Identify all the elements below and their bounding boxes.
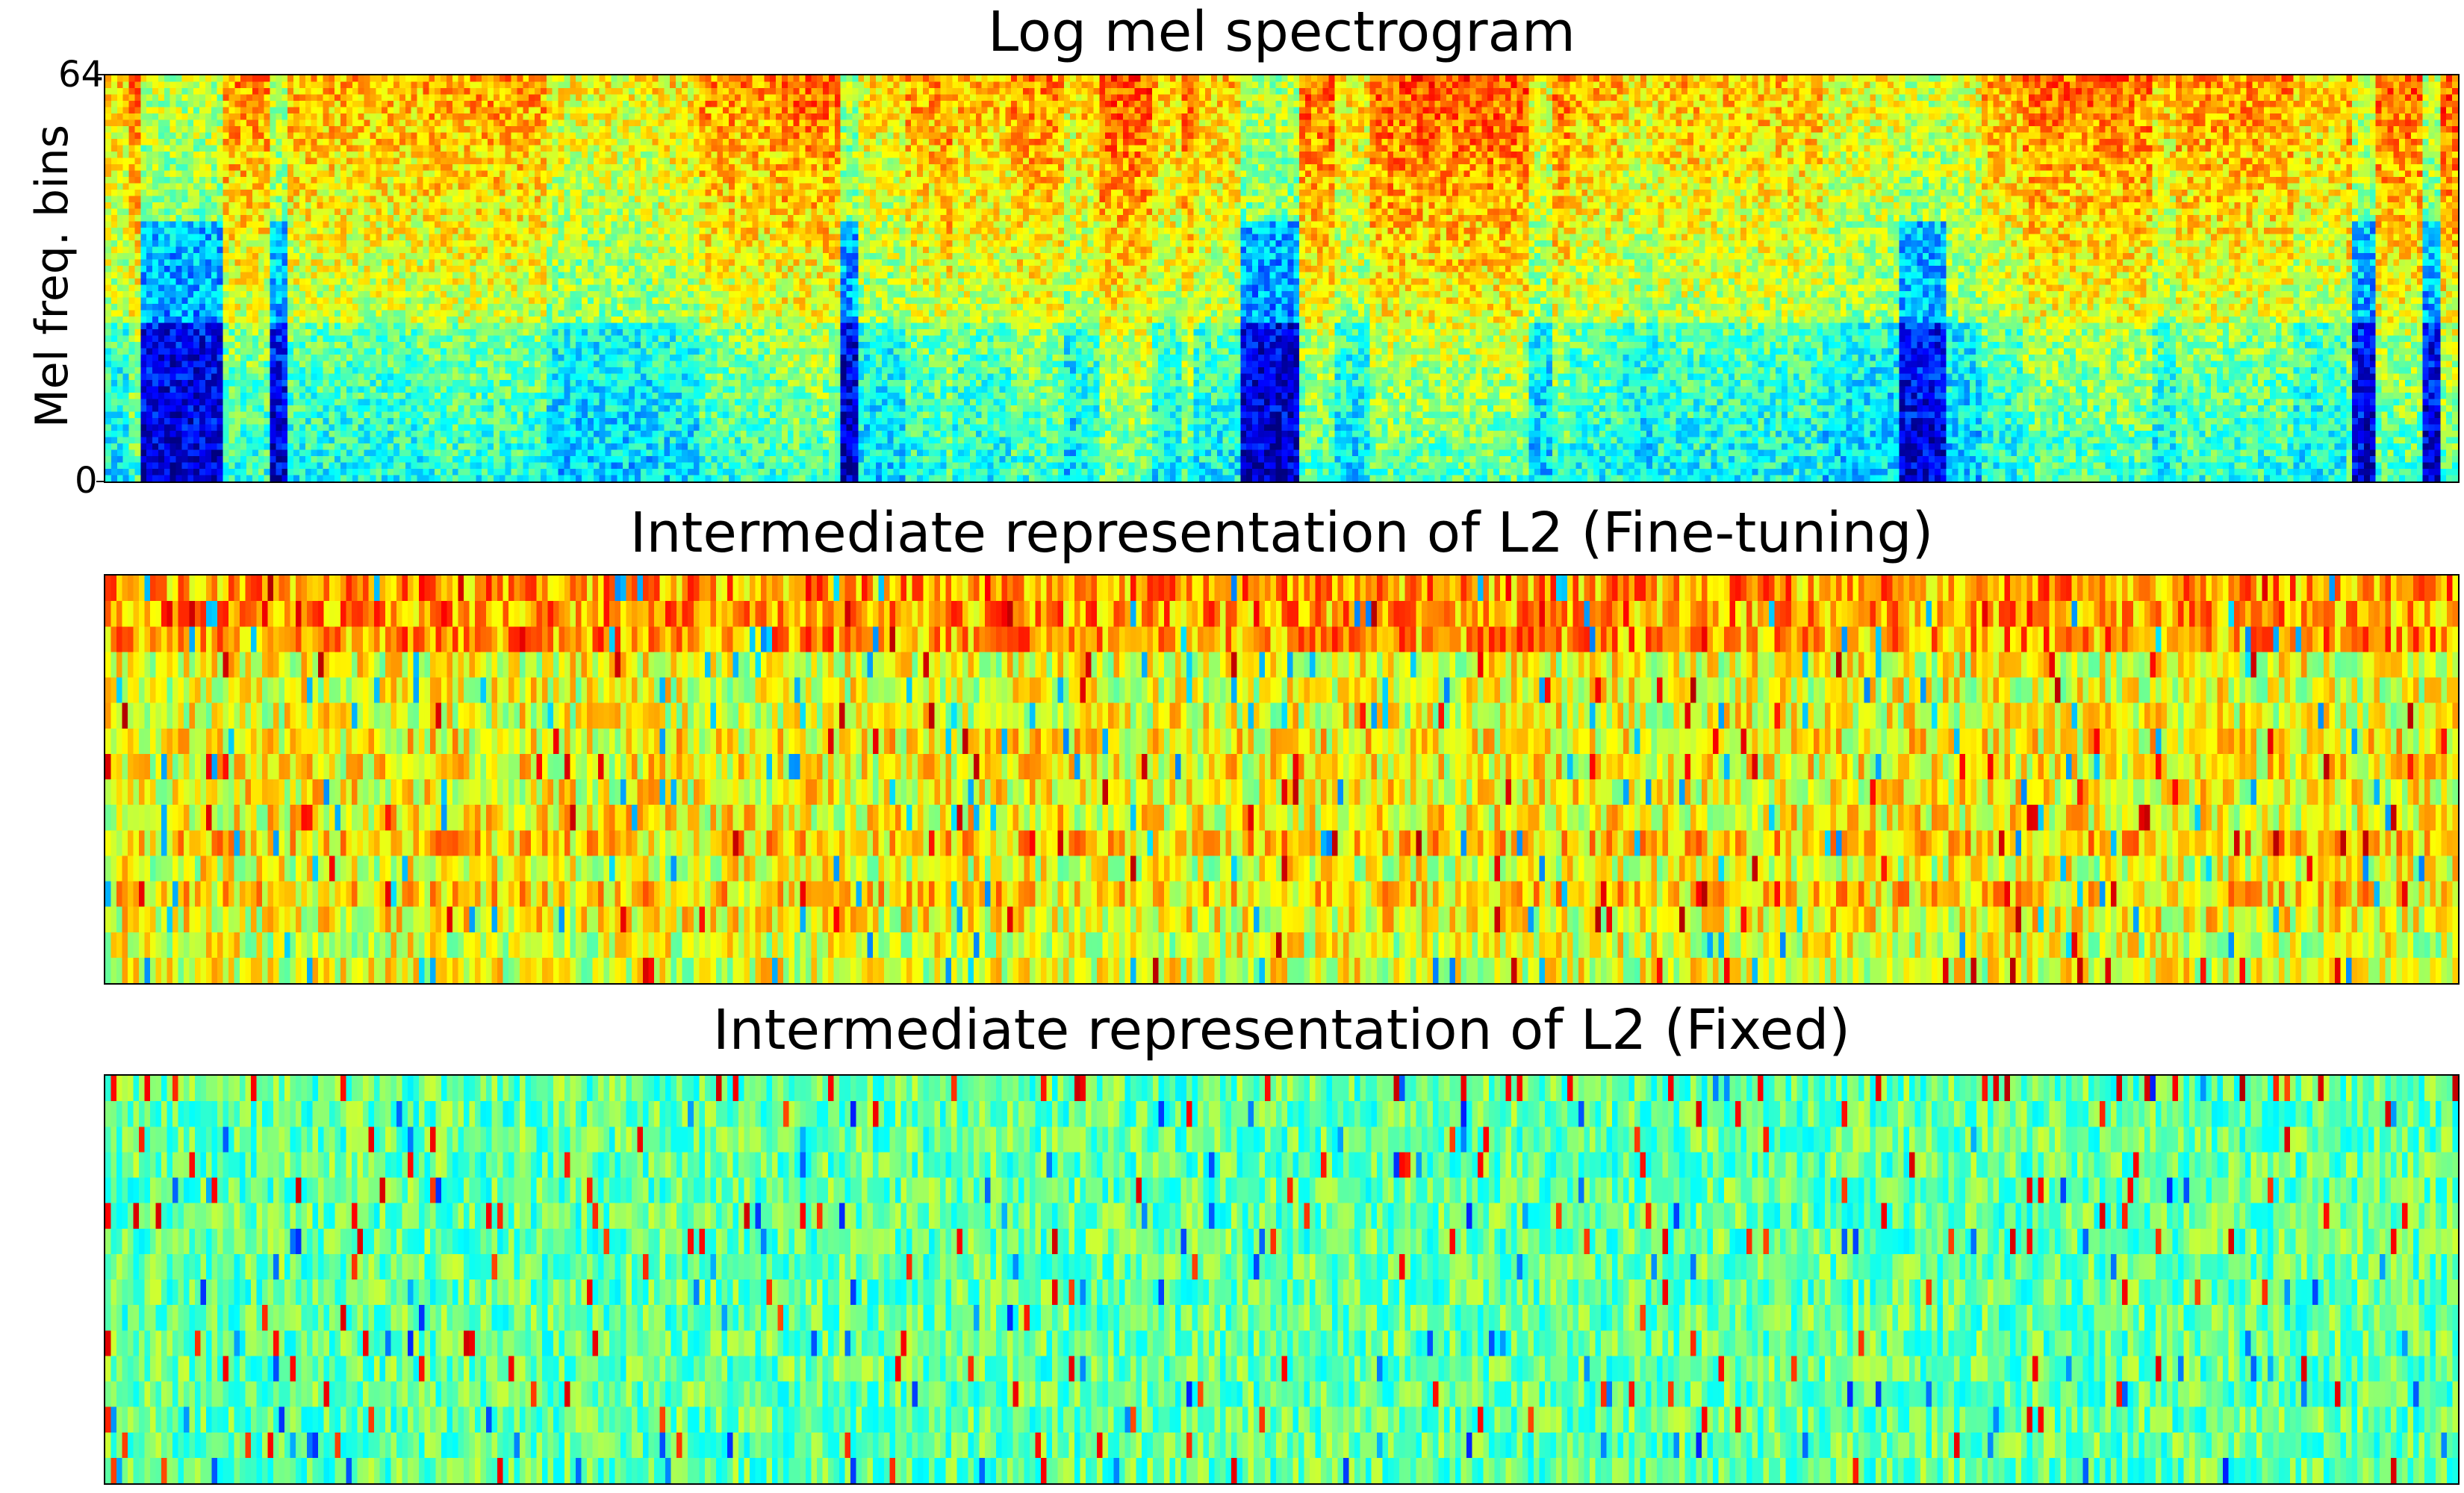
- finetuning-title: Intermediate representation of L2 (Fine-…: [629, 501, 1934, 565]
- spectrogram-ytick-top: 64: [58, 54, 105, 96]
- fixed-heatmap: [105, 1076, 2458, 1483]
- spectrogram-ytick-mark-bottom: [96, 481, 104, 482]
- fixed-title: Intermediate representation of L2 (Fixed…: [712, 998, 1851, 1062]
- spectrogram-ylabel: Mel freq. bins: [26, 124, 78, 428]
- spectrogram-ytick-mark-top: [96, 74, 104, 75]
- fixed-plot: [104, 1074, 2460, 1485]
- finetuning-heatmap: [105, 576, 2458, 983]
- finetuning-plot: [104, 574, 2460, 985]
- spectrogram-title: Log mel spectrogram: [987, 0, 1576, 64]
- spectrogram-plot: [104, 74, 2460, 483]
- spectrogram-heatmap: [105, 75, 2458, 481]
- spectrogram-ytick-bottom: 0: [75, 460, 98, 502]
